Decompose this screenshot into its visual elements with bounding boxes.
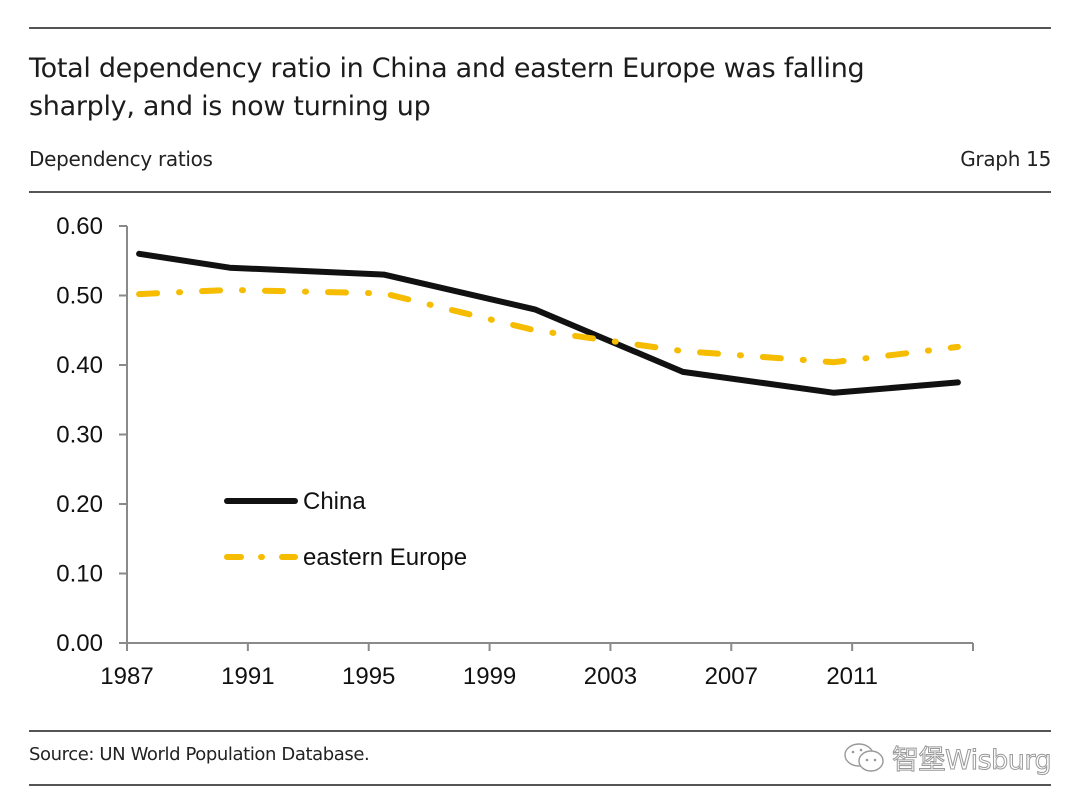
y-tick-labels: 0.00 0.10 0.20 0.30 0.40 0.50 0.60 (56, 213, 103, 657)
series-line-china (136, 250, 961, 396)
y-tick-label: 0.60 (56, 213, 103, 240)
x-tick-label: 1995 (342, 663, 395, 690)
legend: China eastern Europe (224, 488, 467, 571)
x-tick-labels: 1987 1991 1995 1999 2003 2007 2011 (100, 663, 878, 690)
y-tick-label: 0.20 (56, 491, 103, 518)
y-tick-label: 0.00 (56, 630, 103, 657)
header-rule (29, 191, 1051, 193)
series-line-eastern-europe (136, 286, 961, 366)
x-tick-label: 2007 (705, 663, 758, 690)
x-tick-label: 1987 (100, 663, 153, 690)
footer-top-rule (29, 730, 1051, 732)
x-tick-label: 1991 (221, 663, 274, 690)
series-lines (136, 250, 961, 396)
y-tick-label: 0.30 (56, 422, 103, 449)
watermark: 智堡Wisburg (842, 738, 1052, 777)
y-tick-label: 0.40 (56, 352, 103, 379)
wechat-icon (844, 742, 884, 772)
watermark-text: 智堡Wisburg (891, 745, 1052, 777)
chart-subtitle: Dependency ratios (29, 147, 213, 171)
y-tick-label: 0.10 (56, 561, 103, 588)
x-tick-label: 2011 (826, 663, 878, 690)
source-note: Source: UN World Population Database. (29, 744, 370, 765)
chart-title: Total dependency ratio in China and east… (29, 50, 1029, 126)
title-line-2: sharply, and is now turning up (29, 91, 431, 122)
graph-number: Graph 15 (960, 147, 1051, 171)
y-tick-label: 0.50 (56, 283, 103, 310)
x-tick-label: 2003 (584, 663, 637, 690)
legend-label: eastern Europe (303, 544, 467, 571)
x-tick-label: 1999 (463, 663, 516, 690)
top-rule (29, 27, 1051, 29)
legend-label: China (303, 488, 366, 515)
axes (119, 225, 974, 651)
title-line-1: Total dependency ratio in China and east… (29, 53, 865, 84)
bottom-rule (29, 784, 1051, 786)
